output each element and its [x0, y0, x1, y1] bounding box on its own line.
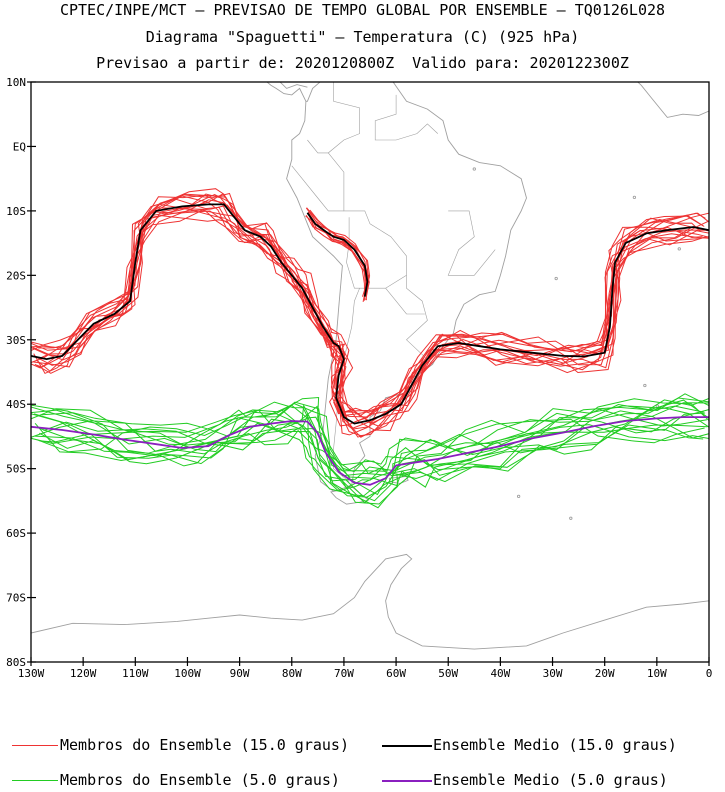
africa-coast [637, 82, 709, 118]
member-contour-15 [31, 210, 709, 427]
member-contour-15-andes [306, 207, 366, 301]
member-contour-5 [31, 409, 709, 489]
lon-tick-label: 50W [438, 667, 458, 680]
central-america-north-coast [279, 82, 308, 89]
member-contour-15 [31, 194, 709, 415]
lon-tick-label: 60W [386, 667, 406, 680]
country-border [385, 288, 425, 315]
member-contour-5 [35, 396, 709, 504]
central-america-coast [266, 82, 307, 102]
lon-tick-label: 20W [595, 667, 615, 680]
lon-tick-label: 80W [282, 667, 302, 680]
ensemble-means-layer [31, 203, 709, 486]
lon-tick-label: 120W [70, 667, 97, 680]
member-contour-15-andes [307, 209, 370, 300]
mean-contour-15-andes [306, 212, 369, 297]
lon-tick-label: 110W [122, 667, 149, 680]
member-contour-15 [36, 195, 705, 438]
island-coast [472, 167, 476, 171]
member-contour-5 [36, 411, 709, 497]
member-contour-15-andes [308, 215, 369, 293]
lon-tick-label: 10W [647, 667, 667, 680]
lon-tick-label: 70W [334, 667, 354, 680]
member-contour-15 [31, 204, 709, 417]
island-coast [516, 494, 521, 499]
member-contour-15 [34, 203, 706, 437]
lat-tick-label: 50S [6, 463, 26, 476]
country-border [328, 152, 433, 365]
longitude-axis: 130W 120W 110W 100W 90W 80W 70W 60W 50W 40W 30W 20W… [18, 657, 713, 680]
legend-label-members-5: Membros do Ensemble (5.0 graus) [60, 771, 340, 789]
legend-label-mean-5: Ensemble Medio (5.0 graus) [433, 771, 668, 789]
title-line-2: Diagrama "Spaguetti" – Temperatura (C) (… [145, 28, 580, 46]
ensemble-members-layer [31, 188, 709, 509]
member-contour-15 [36, 208, 704, 430]
member-contour-15 [38, 214, 701, 426]
lon-tick-label: 40W [490, 667, 510, 680]
lon-tick-label: 30W [543, 667, 563, 680]
legend-label-mean-15: Ensemble Medio (15.0 graus) [433, 736, 677, 754]
lat-tick-label: 10S [6, 205, 26, 218]
legend-swatch-mean-15 [382, 745, 432, 747]
island-coast [677, 247, 681, 251]
member-contour-15 [38, 199, 703, 417]
lat-tick-label: 80S [6, 656, 26, 669]
title-line-1: CPTEC/INPE/MCT – PREVISAO DE TEMPO GLOBA… [59, 1, 666, 19]
state-border [447, 210, 496, 276]
lon-tick-label: 100W [174, 667, 201, 680]
title-line-3: Previsao a partir de: 2020120800Z Valido… [96, 54, 629, 72]
island-coast [643, 383, 647, 388]
member-contour-5 [34, 401, 707, 505]
member-contour-5 [39, 404, 704, 509]
lat-tick-label: 10N [6, 76, 26, 89]
island-coast [554, 276, 558, 281]
lon-tick-label: 0 [706, 667, 713, 680]
island-coast [632, 195, 637, 200]
latitude-axis: 10N EQ 10S 20S 30S 40S 50S 60S 70S 80S [6, 76, 36, 669]
lat-tick-label: 60S [6, 527, 26, 540]
country-border [374, 94, 439, 141]
lat-tick-label: 40S [6, 398, 26, 411]
lon-tick-label: 90W [230, 667, 250, 680]
legend-swatch-members-15 [12, 745, 58, 746]
lon-tick-label: 130W [18, 667, 45, 680]
mean-contour-15 [31, 203, 709, 425]
country-border [291, 165, 344, 212]
lat-tick-label: 20S [6, 269, 26, 282]
legend-swatch-mean-5 [382, 780, 432, 782]
legend-label-members-15: Membros do Ensemble (15.0 graus) [60, 736, 349, 754]
member-contour-5 [31, 399, 709, 496]
member-contour-5 [41, 397, 709, 477]
plot-frame [30, 81, 710, 663]
island-coast [569, 516, 573, 520]
mean-contour-5 [31, 416, 709, 486]
lat-tick-label: EQ [13, 140, 26, 153]
antarctica-coast [31, 553, 709, 650]
lat-tick-label: 70S [6, 592, 26, 605]
member-contour-5 [34, 401, 709, 498]
legend-swatch-members-5 [12, 780, 58, 781]
member-contour-5 [43, 412, 706, 482]
country-border [307, 82, 360, 154]
lat-tick-label: 30S [6, 334, 26, 347]
